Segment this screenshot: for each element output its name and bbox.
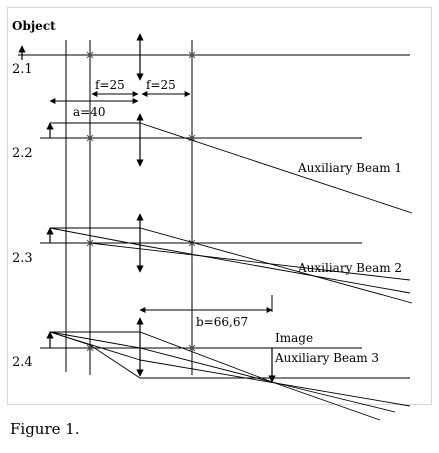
object-distance-label: a=40 (73, 105, 105, 119)
aux-beam-2-label: Auxiliary Beam 2 (297, 261, 402, 275)
image-label: Image (275, 331, 313, 345)
rays-2-4 (49, 331, 411, 421)
focal-length-right-label: f=25 (146, 78, 176, 92)
aux-beam-1-label: Auxiliary Beam 1 (297, 161, 402, 175)
image-distance-label: b=66,67 (196, 315, 248, 329)
figure-frame (7, 7, 432, 405)
rays-2-2 (50, 122, 413, 214)
step-label-2-3: 2.3 (12, 251, 33, 266)
aux-beam-3-label: Auxiliary Beam 3 (274, 351, 379, 365)
figure-caption: Figure 1. (10, 420, 80, 438)
rays-2-3 (49, 227, 413, 304)
focal-length-left-label: f=25 (95, 78, 125, 92)
step-label-2-1: 2.1 (12, 62, 33, 77)
focal-markers (86, 51, 196, 352)
step-label-2-4: 2.4 (12, 355, 33, 370)
object-arrows (18, 45, 54, 348)
dimension-arrows (49, 91, 273, 313)
step-label-2-2: 2.2 (12, 146, 33, 161)
object-label: Object (12, 19, 56, 33)
